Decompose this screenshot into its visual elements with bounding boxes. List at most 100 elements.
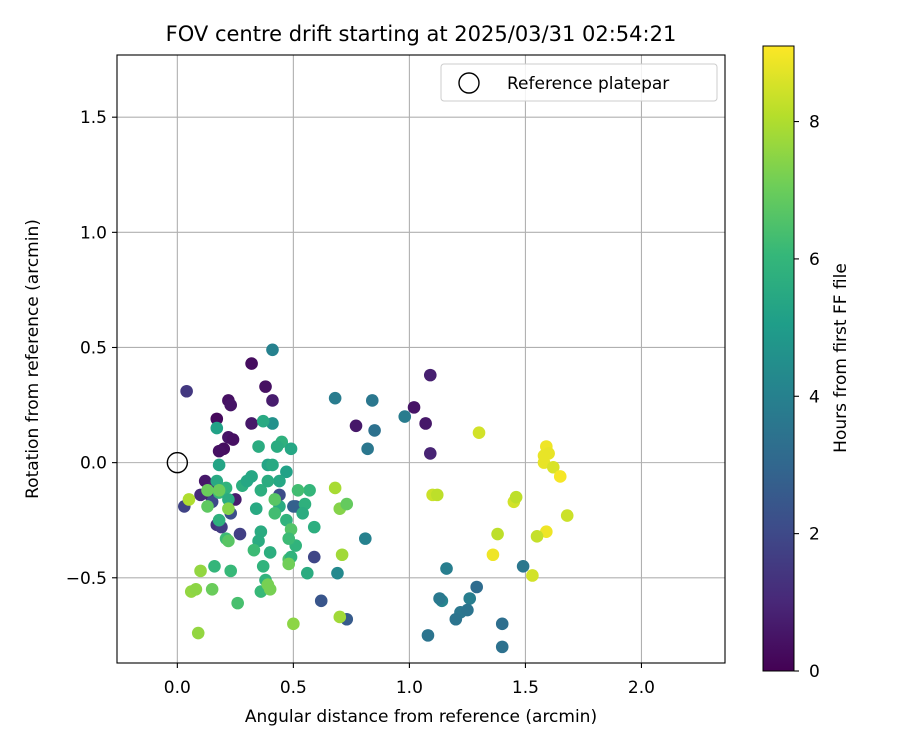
data-point <box>359 532 372 545</box>
data-point <box>491 527 504 541</box>
data-point <box>224 564 238 578</box>
data-point <box>212 444 226 458</box>
data-point <box>263 583 277 596</box>
data-point <box>210 421 224 435</box>
data-point <box>560 509 574 522</box>
data-point <box>222 534 235 548</box>
data-point <box>516 559 530 573</box>
y-tick-label: −0.5 <box>66 569 107 589</box>
data-point <box>537 449 551 463</box>
data-points <box>177 343 574 654</box>
data-point <box>226 433 240 446</box>
colorbar-tick-label: 0 <box>809 662 820 682</box>
data-point <box>212 458 226 472</box>
data-point <box>331 566 344 580</box>
y-tick-label: 0.5 <box>80 338 107 358</box>
data-point <box>340 497 354 511</box>
data-point <box>463 592 477 605</box>
data-point <box>530 530 544 543</box>
data-point <box>553 470 567 483</box>
data-point <box>208 559 221 573</box>
data-point <box>421 629 435 642</box>
reference-marker-layer <box>166 451 189 474</box>
data-point <box>284 442 298 456</box>
data-point <box>407 401 421 414</box>
data-point <box>333 610 347 624</box>
data-point <box>430 488 444 502</box>
data-point <box>266 343 279 357</box>
data-point <box>268 507 282 520</box>
data-point <box>335 548 349 562</box>
data-point <box>259 380 272 393</box>
data-point <box>240 474 254 488</box>
data-point <box>282 532 296 545</box>
data-point <box>212 483 226 497</box>
data-point <box>212 513 226 527</box>
data-point <box>495 617 509 631</box>
data-point <box>287 500 300 513</box>
data-point <box>256 414 270 428</box>
data-point <box>280 465 293 479</box>
colorbar-tick-label: 8 <box>809 113 820 133</box>
colorbar-tick-label: 2 <box>809 525 820 545</box>
colorbar-label: Hours from first FF file <box>831 263 851 453</box>
data-point <box>245 357 258 370</box>
data-point <box>303 483 316 497</box>
data-point <box>300 566 314 580</box>
data-point <box>433 592 446 605</box>
data-point <box>191 626 205 640</box>
chart-title: FOV centre drift starting at 2025/03/31 … <box>166 22 677 46</box>
data-point <box>194 564 207 578</box>
data-point <box>205 583 219 596</box>
x-tick-label: 0.0 <box>164 678 191 698</box>
data-point <box>249 502 263 515</box>
data-point <box>287 617 300 631</box>
data-point <box>266 394 279 407</box>
x-tick-label: 0.5 <box>280 678 307 698</box>
data-point <box>423 368 437 382</box>
data-point <box>526 569 539 582</box>
y-tick-label: 1.5 <box>80 108 107 128</box>
data-point <box>254 483 268 497</box>
legend-entry-label: Reference platepar <box>507 74 669 94</box>
data-point <box>328 391 342 405</box>
data-point <box>495 640 509 654</box>
data-point <box>509 490 523 504</box>
data-point <box>307 550 321 564</box>
data-point <box>233 527 247 541</box>
data-point <box>210 412 224 426</box>
reference-platepar-marker <box>166 451 189 474</box>
data-point <box>486 548 500 562</box>
data-point <box>398 410 412 423</box>
legend-box <box>440 63 718 102</box>
x-tick-label: 1.0 <box>396 678 423 698</box>
x-axis-label: Angular distance from reference (arcmin) <box>245 707 597 727</box>
data-point <box>247 543 261 557</box>
data-point <box>252 440 265 453</box>
data-point <box>263 546 277 559</box>
data-point <box>261 474 275 488</box>
data-point <box>449 612 463 626</box>
data-point <box>180 384 193 398</box>
legend: Reference platepar <box>440 63 718 102</box>
data-point <box>361 442 374 456</box>
data-point <box>472 426 486 439</box>
data-point <box>268 493 282 506</box>
colorbar-tick-label: 4 <box>809 387 820 407</box>
colorbar-tick-label: 6 <box>809 250 820 270</box>
x-tick-label: 1.5 <box>512 678 539 698</box>
y-axis-label: Rotation from reference (arcmin) <box>23 219 43 499</box>
data-point <box>282 557 296 571</box>
data-point <box>189 583 203 596</box>
data-point <box>328 481 342 495</box>
data-point <box>540 525 553 539</box>
data-point <box>546 460 560 474</box>
axis-ticks: 0.0 0.5 1.0 1.5 2.0 −0.5 0.0 0.5 1.0 1.5 <box>66 108 655 698</box>
data-point <box>349 419 363 433</box>
legend-reference-marker <box>458 72 480 94</box>
colorbar: 0 2 4 6 8 Hours from first FF file <box>762 45 851 682</box>
data-point <box>419 417 432 430</box>
data-point <box>266 458 279 472</box>
data-point <box>222 502 235 515</box>
